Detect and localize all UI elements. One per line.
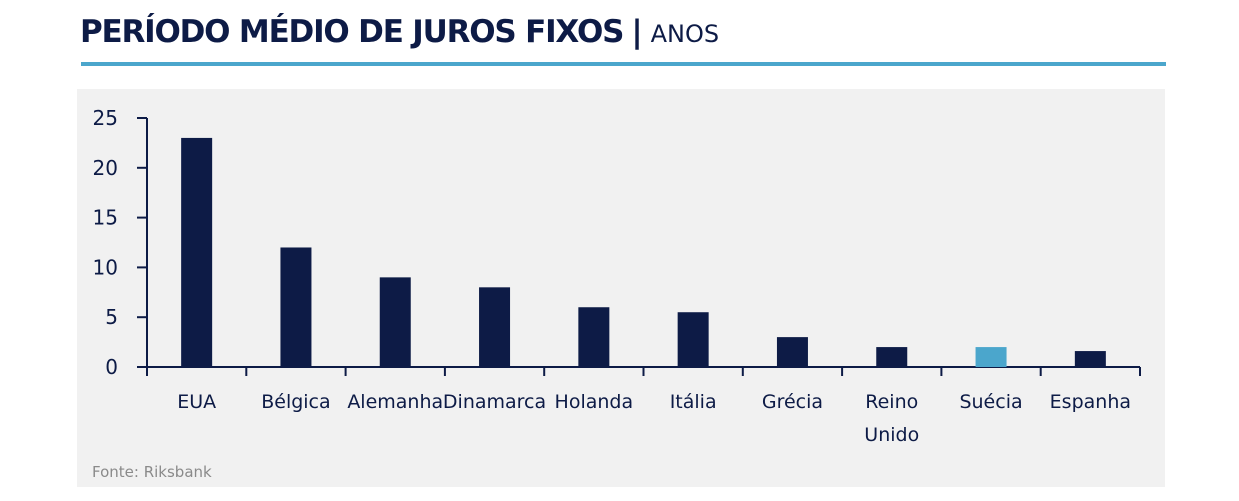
x-category-label: Bélgica — [261, 391, 330, 413]
y-tick-label: 5 — [105, 305, 118, 329]
x-category-label: Itália — [670, 391, 717, 413]
x-category-label: Unido — [864, 424, 919, 446]
x-category-label: Reino — [865, 391, 918, 413]
bar-grécia — [776, 337, 808, 367]
x-category-label: EUA — [177, 391, 216, 413]
y-tick-label: 10 — [93, 255, 118, 279]
x-category-label: Holanda — [555, 391, 634, 413]
bar-reino-unido — [876, 347, 908, 367]
bar-dinamarca — [479, 287, 511, 367]
chart-title-separator: | — [631, 14, 643, 50]
y-tick-label: 0 — [105, 355, 118, 379]
bar-holanda — [578, 307, 610, 367]
y-tick-label: 20 — [93, 156, 118, 180]
bar-itália — [677, 312, 709, 367]
y-tick-label: 25 — [93, 106, 118, 130]
y-tick-label: 15 — [93, 206, 118, 230]
chart-panel — [77, 89, 1165, 487]
x-category-label: Suécia — [959, 391, 1022, 413]
x-category-label: Alemanha — [347, 391, 443, 413]
x-category-label: Espanha — [1050, 391, 1131, 413]
x-category-label: Grécia — [762, 391, 823, 413]
chart-title-unit: ANOS — [650, 20, 720, 48]
bar-bélgica — [280, 247, 312, 367]
title-underline — [81, 62, 1166, 66]
bar-alemanha — [379, 277, 411, 367]
chart-title: PERÍODO MÉDIO DE JUROS FIXOS | ANOS — [80, 14, 719, 50]
source-note: Fonte: Riksbank — [92, 463, 212, 481]
x-category-label: Dinamarca — [443, 391, 546, 413]
bar-espanha — [1074, 351, 1106, 367]
bar-eua — [181, 137, 213, 367]
bar-suécia — [975, 347, 1007, 367]
chart-title-main: PERÍODO MÉDIO DE JUROS FIXOS — [80, 14, 625, 50]
